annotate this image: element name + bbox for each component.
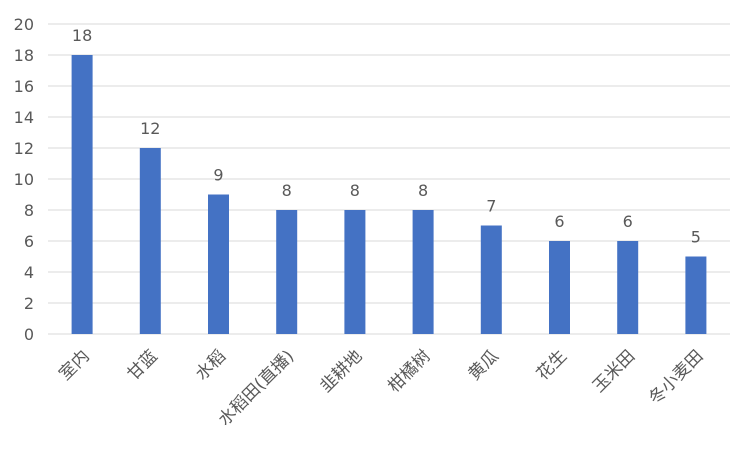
data-label: 6: [554, 212, 564, 231]
y-tick-label: 14: [14, 108, 34, 127]
data-label: 18: [72, 26, 92, 45]
y-tick-label: 4: [24, 263, 34, 282]
data-label: 9: [213, 166, 223, 185]
y-tick-label: 2: [24, 294, 34, 313]
x-tick-label: 柑橘树: [384, 346, 434, 396]
bar: [276, 210, 298, 334]
y-tick-label: 6: [24, 232, 34, 251]
bar: [617, 241, 639, 334]
data-label: 8: [418, 181, 428, 200]
data-labels: 18 12 9 8 8 8 7 6 6 5: [72, 26, 701, 247]
x-tick-label: 室内: [55, 346, 93, 384]
y-tick-label: 18: [14, 46, 34, 65]
data-label: 8: [282, 181, 292, 200]
y-tick-label: 12: [14, 139, 34, 158]
data-label: 5: [691, 228, 701, 247]
x-tick-label: 韭耕地: [316, 346, 366, 396]
y-tick-label: 16: [14, 77, 34, 96]
bars: [71, 55, 707, 334]
data-label: 8: [350, 181, 360, 200]
bar: [412, 210, 434, 334]
bar: [139, 148, 161, 334]
bar: [549, 241, 570, 334]
bar: [208, 194, 229, 334]
bar: [344, 210, 366, 334]
gridlines: [48, 23, 730, 335]
y-tick-label: 10: [14, 170, 34, 189]
bar: [480, 225, 502, 334]
data-label: 7: [486, 197, 496, 216]
y-tick-label: 0: [24, 325, 34, 344]
data-label: 12: [140, 119, 160, 138]
x-tick-label: 黄瓜: [465, 346, 503, 384]
data-label: 6: [623, 212, 633, 231]
bar: [71, 55, 93, 334]
x-tick-label: 玉米田: [589, 346, 639, 396]
bar: [685, 256, 707, 334]
x-tick-label: 冬小麦田: [645, 346, 707, 408]
x-tick-label: 花生: [533, 346, 571, 384]
x-tick-label: 水稻: [192, 346, 230, 384]
y-axis-tick-labels: 0 2 4 6 8 10 12 14 16 18 20: [14, 15, 34, 344]
x-tick-label: 甘蓝: [124, 346, 162, 384]
y-tick-label: 8: [24, 201, 34, 220]
y-tick-label: 20: [14, 15, 34, 34]
